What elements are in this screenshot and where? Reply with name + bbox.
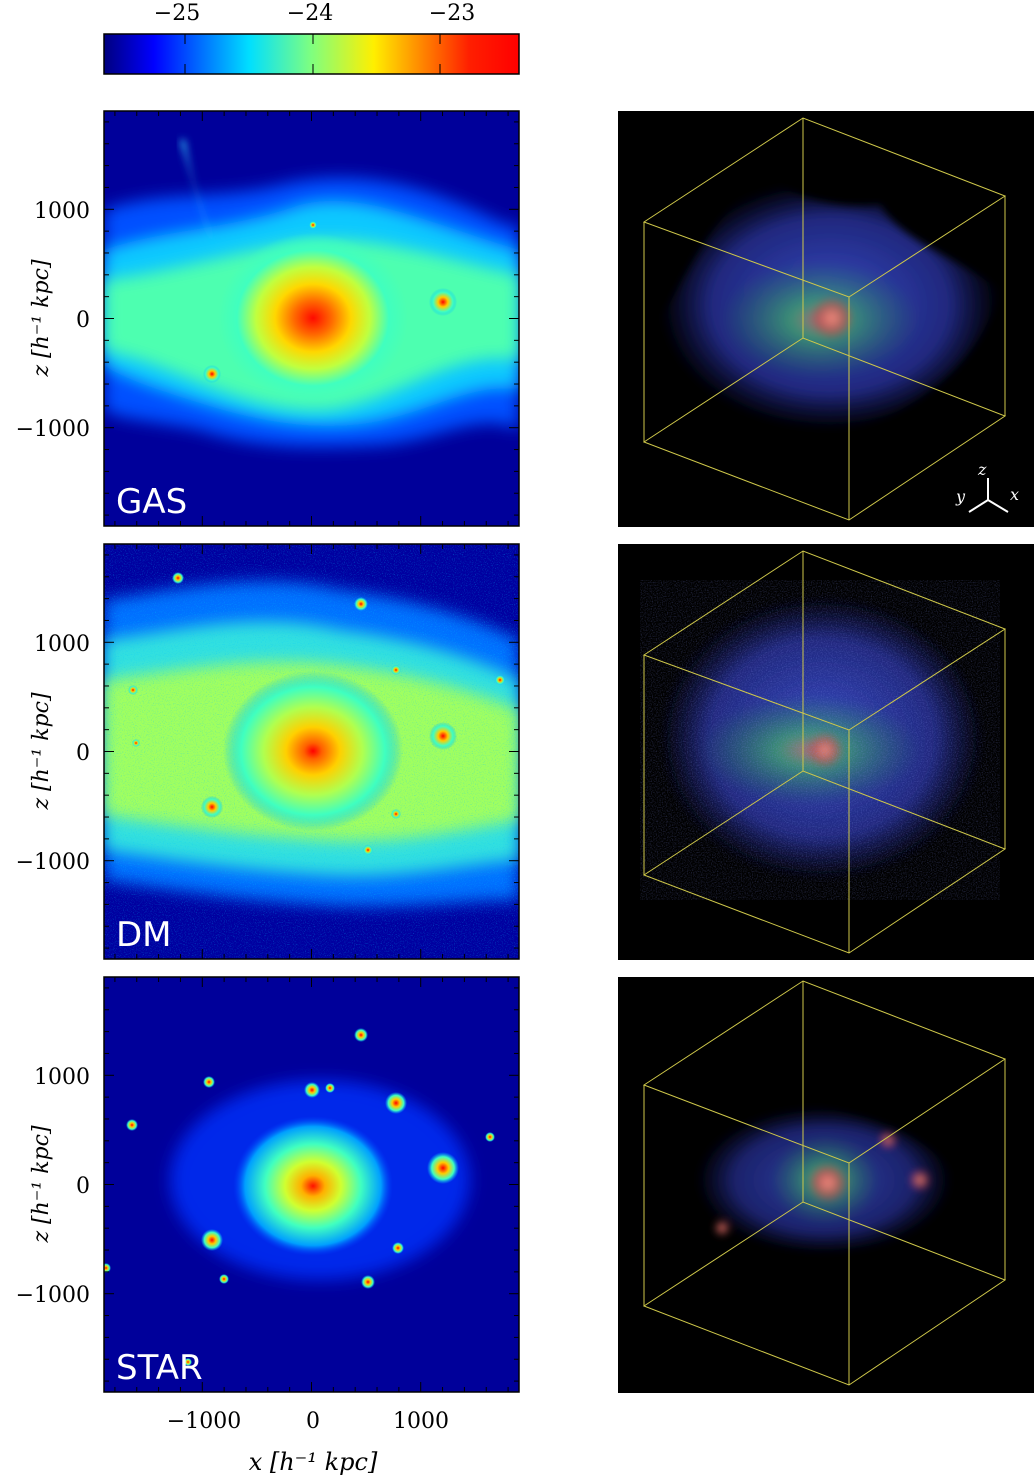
y-axis-dm: 1000 0 −1000 z [h⁻¹ kpc] — [16, 632, 90, 875]
axis-triad-icon — [968, 478, 1009, 513]
colorbar-tick-label-0: −25 — [154, 1, 200, 26]
y-axis-gas: 1000 0 −1000 z [h⁻¹ kpc] — [16, 199, 90, 442]
dm-panel-label: DM — [116, 915, 172, 955]
colorbar-gradient — [103, 33, 520, 75]
colorbar-ticks — [184, 34, 441, 74]
y-tick-label-star-minus1000: −1000 — [16, 1283, 90, 1308]
y-tick-label-gas-0: 0 — [76, 308, 90, 333]
colorbar-tick-label-2: −23 — [429, 1, 475, 26]
star-3d-render-panel — [618, 977, 1034, 1393]
triad-label-y: y — [955, 487, 966, 506]
x-tick-label-0: 0 — [306, 1409, 320, 1434]
y-tick-label-dm-minus1000: −1000 — [16, 850, 90, 875]
star-3d-cube — [642, 980, 1007, 1386]
dm-3d-render-panel — [618, 544, 1034, 960]
gas-projection-panel: GAS — [103, 110, 520, 527]
y-axis-title-star: z [h⁻¹ kpc] — [29, 1125, 54, 1243]
y-axis-title-gas: z [h⁻¹ kpc] — [29, 259, 54, 377]
axis-triad-labels: z y x — [955, 460, 1019, 506]
dm-projection-panel: DM — [103, 543, 520, 960]
x-tick-label-minus1000: −1000 — [167, 1409, 241, 1434]
y-tick-label-dm-1000: 1000 — [34, 632, 90, 657]
star-panel-label: STAR — [116, 1348, 203, 1388]
x-axis: −1000 0 1000 x [h⁻¹ kpc] — [167, 1409, 449, 1476]
colorbar-tick-label-1: −24 — [287, 1, 333, 26]
panel-ticks — [104, 111, 519, 1392]
x-tick-label-1000: 1000 — [393, 1409, 449, 1434]
dm-3d-cube — [642, 550, 1007, 954]
triad-label-z: z — [977, 460, 987, 479]
y-tick-label-star-1000: 1000 — [34, 1065, 90, 1090]
y-tick-label-dm-0: 0 — [76, 741, 90, 766]
y-axis-star: 1000 0 −1000 z [h⁻¹ kpc] — [16, 1065, 90, 1308]
star-projection-panel: STAR — [103, 976, 520, 1393]
colorbar: −25 −24 −23 — [103, 1, 520, 75]
gas-3d-cube — [642, 117, 1007, 521]
gas-3d-render-panel: z y x — [618, 111, 1034, 527]
gas-panel-label: GAS — [116, 482, 187, 522]
x-axis-title: x [h⁻¹ kpc] — [249, 1448, 378, 1476]
y-tick-label-gas-minus1000: −1000 — [16, 417, 90, 442]
y-tick-label-gas-1000: 1000 — [34, 199, 90, 224]
triad-label-x: x — [1010, 485, 1019, 504]
y-tick-label-star-0: 0 — [76, 1174, 90, 1199]
y-axis-title-dm: z [h⁻¹ kpc] — [29, 692, 54, 810]
